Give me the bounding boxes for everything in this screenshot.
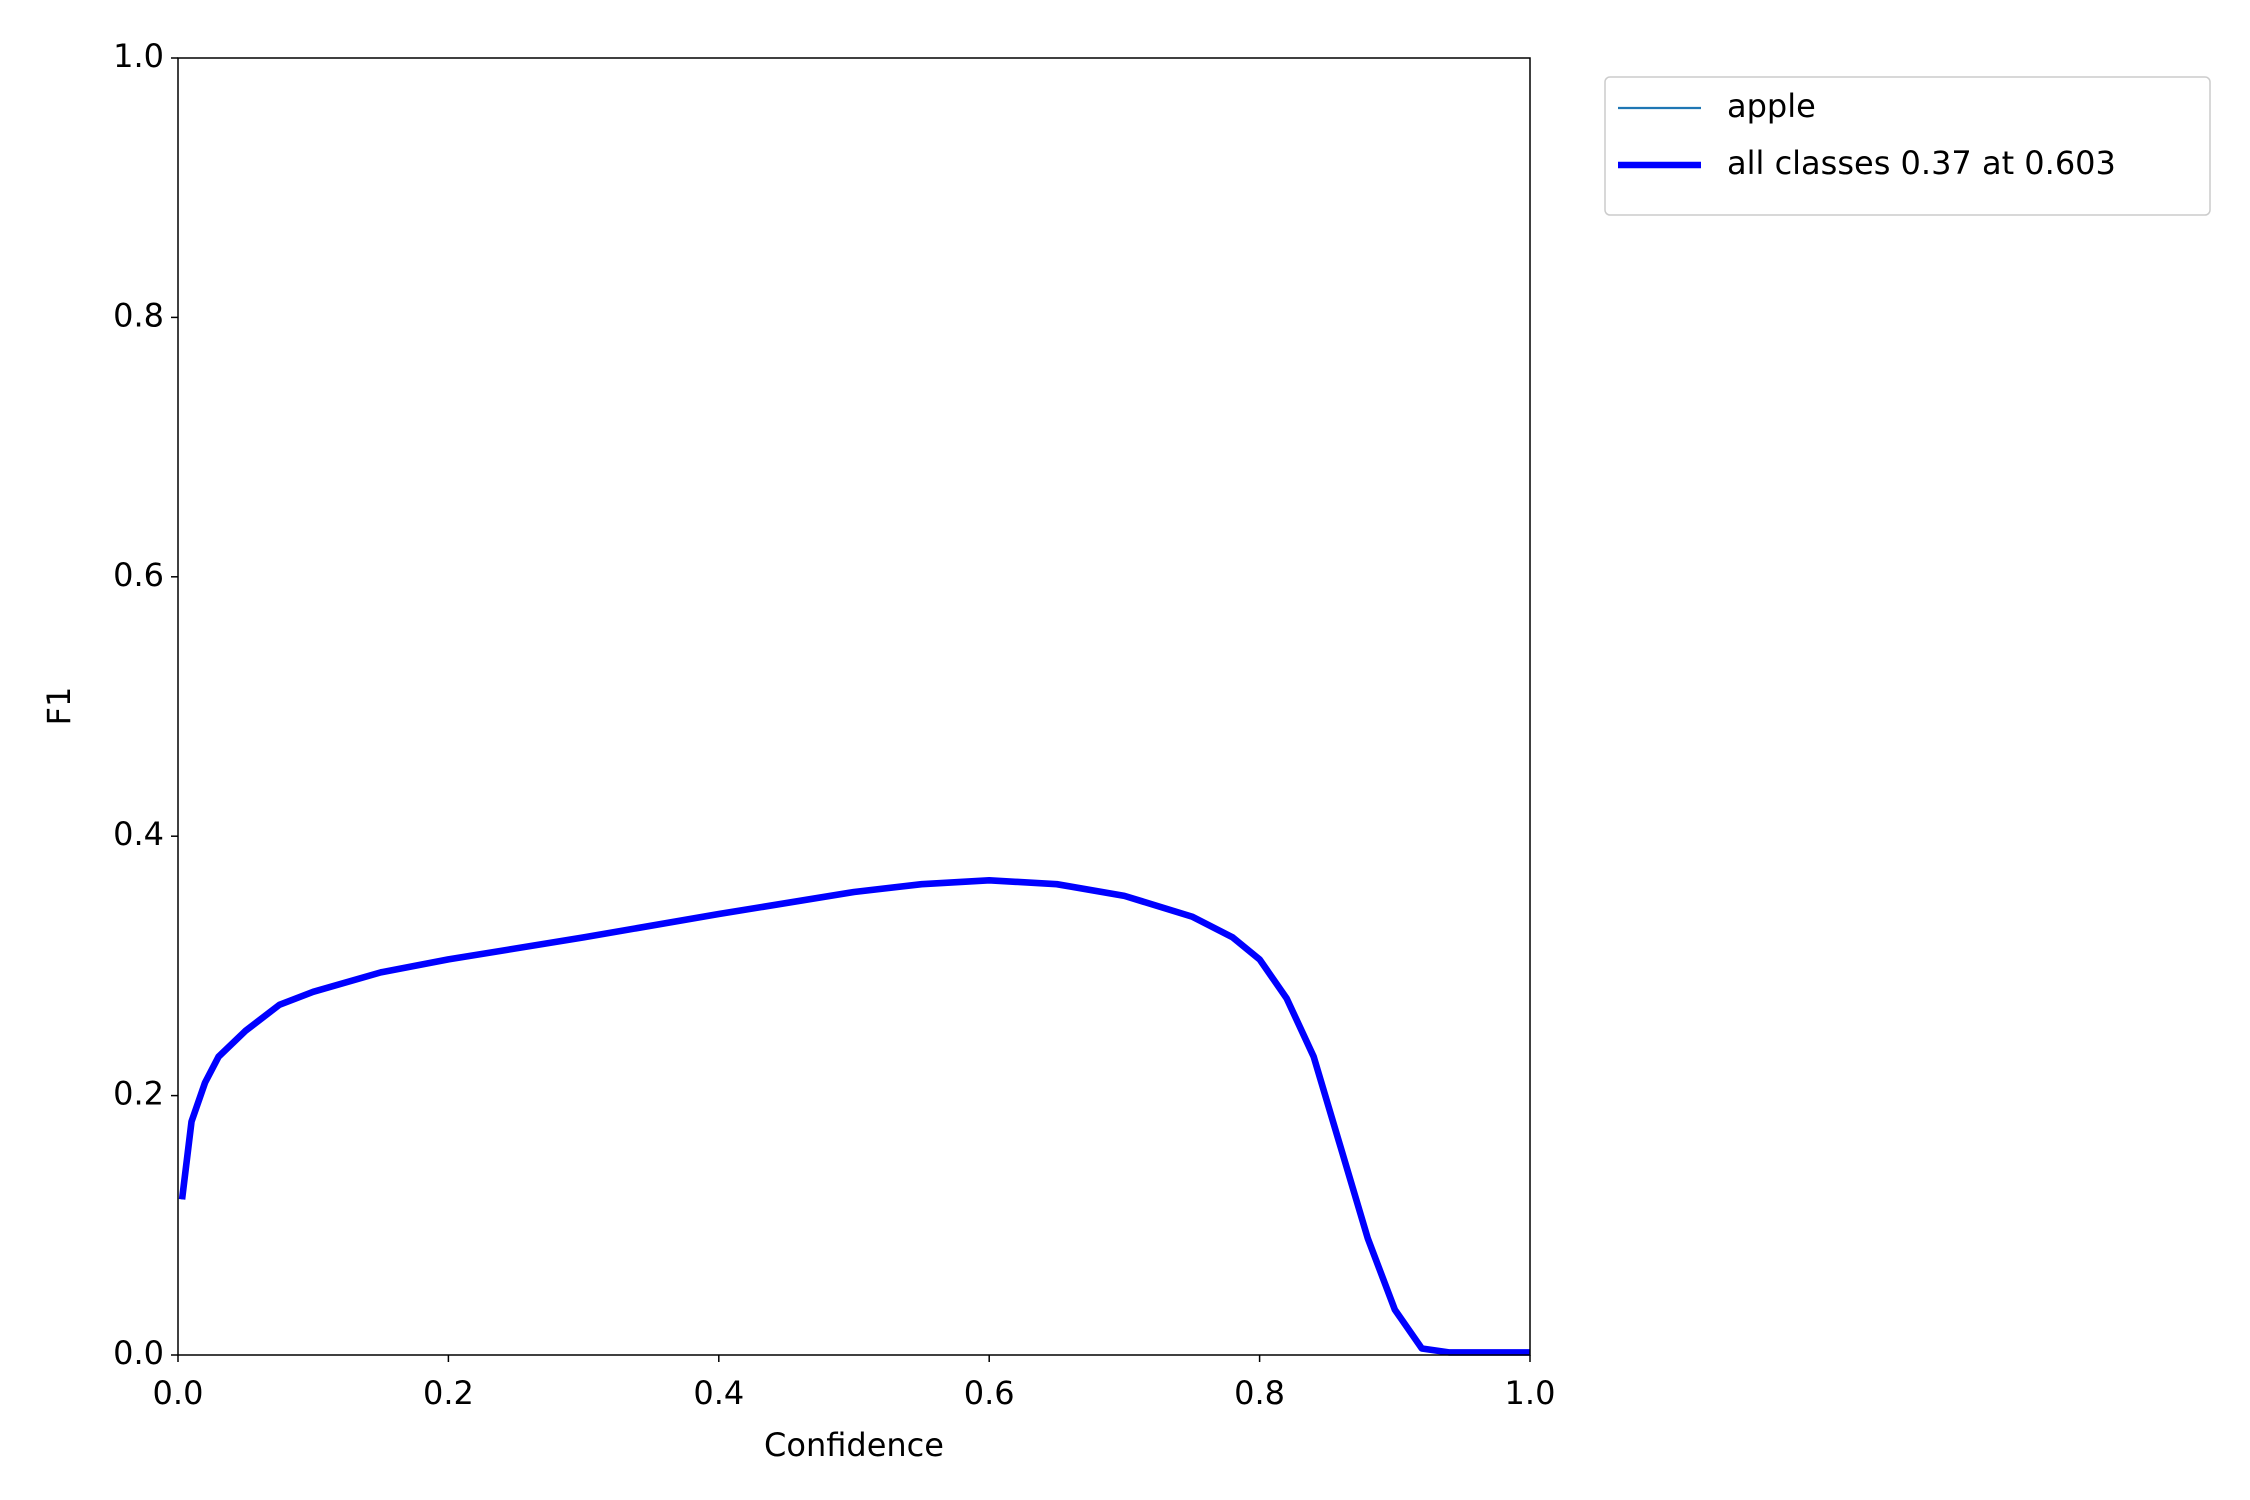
x-axis-label: Confidence bbox=[764, 1426, 944, 1464]
x-tick-label: 0.8 bbox=[1234, 1374, 1285, 1412]
x-tick-label: 1.0 bbox=[1505, 1374, 1556, 1412]
y-tick-label: 0.8 bbox=[113, 296, 164, 334]
y-tick-label: 1.0 bbox=[113, 37, 164, 75]
y-tick-label: 0.6 bbox=[113, 556, 164, 594]
line-series bbox=[178, 876, 1530, 1356]
y-axis-label: F1 bbox=[40, 687, 78, 726]
x-tick-label: 0.0 bbox=[153, 1374, 204, 1412]
plot-frame bbox=[177, 57, 1531, 1356]
x-tick-label: 0.4 bbox=[693, 1374, 744, 1412]
y-tick-label: 0.4 bbox=[113, 815, 164, 853]
y-tick-label: 0.0 bbox=[113, 1334, 164, 1372]
legend-box bbox=[1604, 76, 2211, 216]
legend-label: all classes 0.37 at 0.603 bbox=[1727, 144, 2116, 182]
x-tick-label: 0.6 bbox=[964, 1374, 1015, 1412]
y-tick-label: 0.2 bbox=[113, 1075, 164, 1113]
legend-label: apple bbox=[1727, 87, 1816, 125]
x-tick-label: 0.2 bbox=[423, 1374, 474, 1412]
